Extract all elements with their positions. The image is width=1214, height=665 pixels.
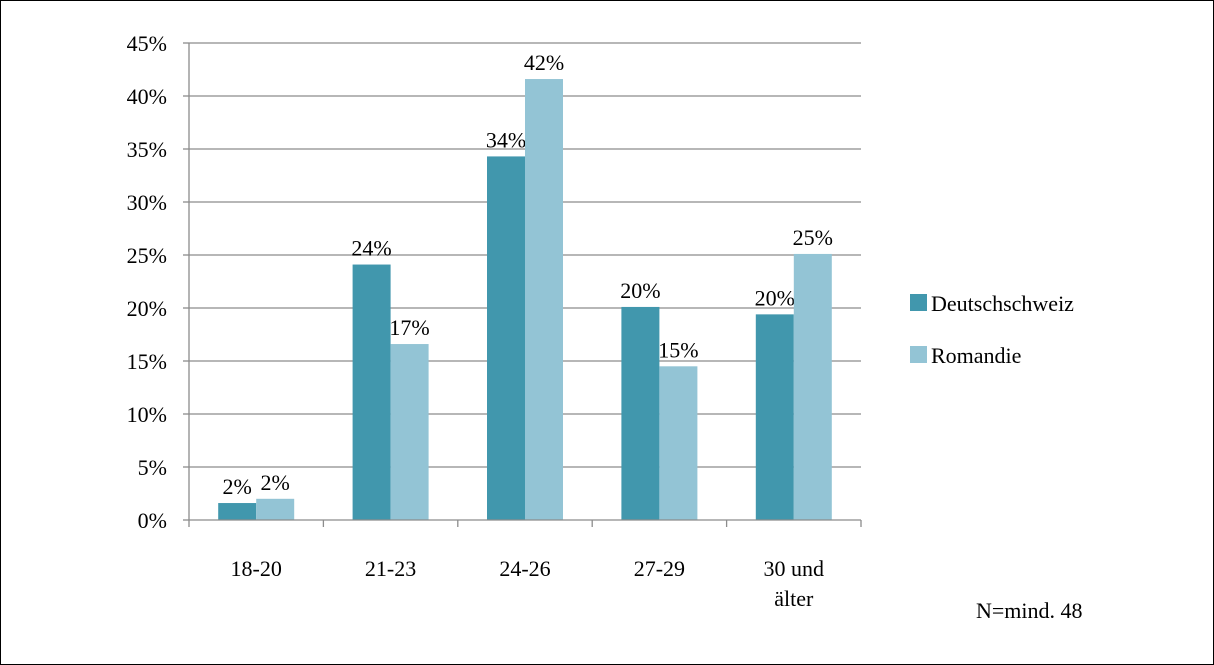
legend-swatch [910, 294, 927, 311]
data-label: 20% [755, 285, 795, 310]
sample-size-note: N=mind. 48 [976, 598, 1083, 623]
data-label: 17% [389, 315, 429, 340]
y-tick-label: 10% [127, 402, 167, 427]
bar [525, 79, 563, 520]
y-tick-label: 45% [127, 31, 167, 56]
bar [390, 344, 429, 520]
legend-label: Romandie [931, 343, 1021, 368]
data-label: 24% [351, 236, 391, 261]
bar [487, 156, 525, 521]
y-tick-label: 25% [127, 243, 167, 268]
y-tick-label: 0% [138, 508, 167, 533]
x-tick-label: 27-29 [634, 556, 685, 581]
bar [256, 498, 295, 520]
legend-label: Deutschschweiz [931, 291, 1074, 316]
y-tick-label: 35% [127, 137, 167, 162]
bar [218, 503, 257, 520]
y-tick-label: 20% [127, 296, 167, 321]
bar [755, 314, 794, 520]
x-tick-label: 24-26 [499, 556, 550, 581]
bar [621, 306, 660, 520]
x-tick-label: 18-20 [231, 556, 282, 581]
data-label: 42% [524, 50, 564, 75]
data-label: 15% [658, 337, 698, 362]
data-label: 34% [486, 127, 526, 152]
x-tick-label: 21-23 [365, 556, 416, 581]
data-label: 2% [261, 470, 290, 495]
y-tick-label: 15% [127, 349, 167, 374]
y-tick-label: 5% [138, 455, 167, 480]
y-tick-label: 30% [127, 190, 167, 215]
data-label: 20% [620, 278, 660, 303]
x-tick-label: 30 und älter [764, 556, 825, 611]
y-tick-label: 40% [127, 84, 167, 109]
data-label: 25% [793, 225, 833, 250]
bar [659, 366, 698, 520]
bar [793, 253, 832, 520]
legend-swatch [910, 346, 927, 363]
data-label: 2% [223, 474, 252, 499]
bar [352, 264, 391, 520]
